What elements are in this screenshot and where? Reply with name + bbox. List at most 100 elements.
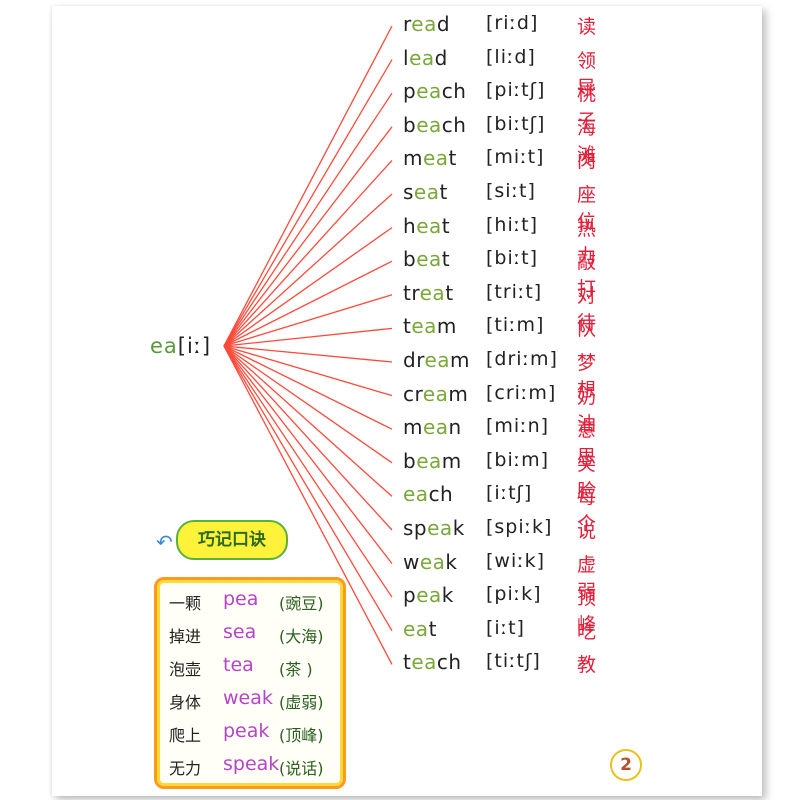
word: mean (403, 415, 483, 439)
word-highlight: ea (416, 247, 442, 272)
connector-line (223, 59, 393, 347)
word-suffix: t (439, 180, 448, 204)
word-highlight: ea (419, 280, 446, 305)
word-suffix: ch (428, 482, 454, 507)
word-phonetic: [miːn] (486, 415, 550, 438)
word-phonetic: [siːt] (486, 180, 536, 202)
word-meaning: 座位 (577, 184, 597, 233)
word-highlight: ea (422, 415, 449, 440)
tip-word: sea (223, 621, 257, 643)
tip-meaning: (说话) (279, 759, 324, 778)
word-suffix: ch (436, 650, 462, 675)
word-phonetic: [iːtʃ] (486, 482, 533, 505)
word: meat (403, 146, 483, 170)
word-suffix: t (428, 616, 437, 641)
word-prefix: t (403, 314, 412, 339)
tip-row: 身体 weak (虚弱) (167, 687, 337, 717)
tip-phrase: 无力 (169, 759, 202, 778)
word-meaning: 队 (577, 318, 597, 341)
word-meaning: 每个 (577, 486, 597, 536)
word-meaning: 领导 (577, 49, 597, 99)
tip-phrase: 爬上 (169, 726, 202, 745)
word-phonetic: [piːtʃ] (486, 79, 546, 102)
word-meaning: 顶峰 (577, 587, 597, 637)
word-suffix: t (445, 280, 454, 305)
word: cream (403, 382, 483, 406)
word-phonetic: [biːm] (486, 448, 550, 471)
word-highlight: ea (416, 112, 442, 137)
tip-phrase: 掉进 (169, 627, 202, 646)
tip-row: 无力 speak (说话) (167, 753, 337, 783)
word-prefix: b (403, 247, 417, 272)
word-highlight: ea (403, 616, 429, 641)
word: beach (403, 113, 483, 137)
word-highlight: ea (413, 180, 440, 204)
tip-row: 爬上 peak (顶峰) (167, 720, 337, 750)
word: treat (403, 281, 483, 305)
tip-meaning: (豌豆) (279, 594, 324, 613)
word-prefix: h (403, 213, 417, 238)
word: teach (403, 650, 483, 674)
word-suffix: k (452, 516, 465, 540)
word-suffix: m (441, 448, 462, 473)
word-highlight: ea (416, 448, 442, 473)
word-phonetic: [biːt] (486, 247, 539, 270)
word-phonetic: [criːm] (486, 381, 557, 404)
word-suffix: t (441, 247, 451, 272)
word: beam (403, 449, 483, 473)
word-highlight: ea (416, 583, 442, 608)
word: lead (403, 46, 483, 70)
word: peach (403, 79, 483, 103)
tip-box: 一颗 pea (豌豆) 掉进 sea (大海) 泡壶 tea (茶 ) 身体 weak (虚弱) 爬上 p… (154, 577, 346, 789)
word-phonetic: [spiːk] (486, 516, 553, 538)
word-prefix: sp (403, 516, 428, 540)
connector-line (223, 260, 393, 347)
tip-word: weak (223, 687, 273, 709)
connector-line (223, 345, 393, 464)
connector-line (223, 126, 393, 347)
word-suffix: t (441, 213, 451, 238)
word-prefix: m (403, 415, 423, 440)
word-highlight: ea (403, 482, 429, 507)
word-meaning: 意思 (577, 419, 597, 469)
word-meaning: 教 (577, 654, 597, 677)
tip-meaning: (大海) (279, 627, 324, 646)
connector-line (223, 345, 393, 397)
word-meaning: 吃 (577, 620, 597, 643)
word-prefix: s (403, 180, 414, 204)
word-prefix: dr (403, 348, 425, 372)
word-suffix: t (448, 146, 457, 171)
connector-line (223, 345, 393, 665)
word-highlight: ea (427, 516, 453, 540)
tip-phrase: 身体 (169, 693, 202, 712)
word: peak (403, 583, 483, 607)
connector-line (223, 25, 393, 347)
tip-title: 巧记口诀 (176, 520, 288, 560)
word-phonetic: [biːtʃ] (486, 112, 546, 135)
word-highlight: ea (422, 381, 449, 406)
tip-word: peak (223, 720, 270, 742)
word: eat (403, 617, 483, 641)
word-highlight: ea (416, 213, 442, 238)
connector-line (223, 227, 393, 347)
connector-line (223, 345, 393, 363)
connector-line (223, 345, 393, 564)
word-highlight: ea (422, 146, 449, 171)
root-ipa: [iː] (177, 334, 212, 358)
tip-row: 泡壶 tea (茶 ) (167, 654, 337, 684)
word-prefix: cr (403, 381, 423, 406)
tip-meaning: (顶峰) (279, 726, 324, 745)
word-prefix: l (403, 45, 410, 70)
word: team (403, 314, 483, 338)
word-prefix: tr (403, 280, 420, 305)
connector-line (223, 345, 393, 632)
word-phonetic: [hiːt] (486, 213, 538, 236)
word: seat (403, 180, 483, 204)
word-highlight: ea (409, 45, 435, 70)
word-prefix: t (403, 650, 412, 675)
word-suffix: k (441, 583, 454, 608)
word-prefix: b (403, 112, 417, 137)
word-suffix: m (436, 314, 457, 339)
word: speak (403, 516, 483, 540)
